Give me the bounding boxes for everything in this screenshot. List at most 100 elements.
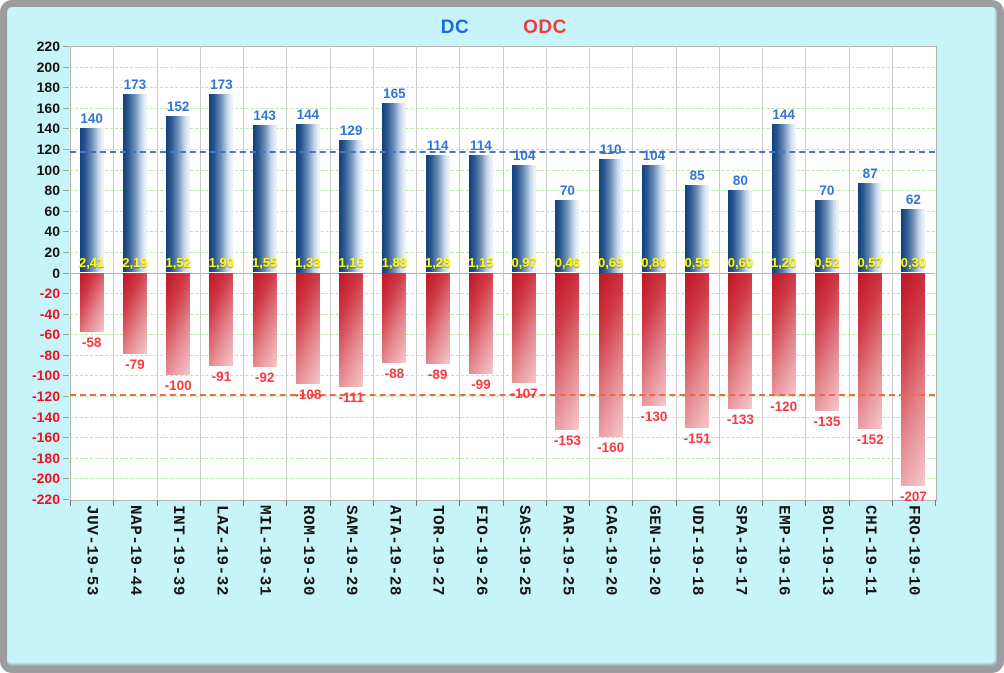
v-gridline	[545, 46, 547, 499]
dc-value-label: 85	[689, 167, 705, 183]
x-axis-label-text: TOR-19-27	[428, 505, 447, 596]
bar-odc	[771, 272, 796, 397]
y-axis-tick	[63, 293, 69, 295]
x-axis-tick	[632, 500, 634, 506]
bar-odc	[209, 272, 234, 367]
dc-value-label: 80	[732, 173, 748, 189]
y-axis-tick	[63, 457, 69, 459]
dc-value-label: 165	[383, 85, 406, 101]
x-axis-label: UDI-19-18	[676, 505, 719, 655]
x-axis-label-text: BOL-19-13	[817, 505, 836, 596]
x-axis-tick	[589, 500, 590, 506]
bar-dc	[598, 159, 623, 273]
ratio-label: 2,19	[122, 254, 148, 270]
y-axis-tick	[63, 46, 69, 47]
odc-value-label: -79	[125, 356, 145, 372]
ratio-label: 2,41	[78, 254, 105, 270]
x-axis-label-text: FRO-19-10	[904, 505, 923, 596]
x-axis-tick	[70, 500, 71, 506]
ratio-label: 1,20	[770, 254, 797, 270]
y-axis-tick	[63, 396, 69, 398]
dc-value-label: 144	[296, 107, 320, 123]
bar-dc	[555, 200, 580, 273]
v-gridline	[502, 46, 504, 499]
y-axis-tick-label: 100	[36, 161, 60, 178]
x-axis-tick	[502, 500, 504, 506]
y-axis-tick-label: -40	[39, 305, 60, 322]
dc-value-label: 152	[166, 99, 190, 114]
v-gridline	[113, 46, 115, 499]
x-axis-label: JUV-19-53	[70, 505, 113, 655]
bar-dc	[339, 139, 364, 273]
bar-dc	[512, 165, 537, 273]
odc-value-label: -107	[510, 385, 538, 401]
ratio-label: 0,52	[814, 254, 840, 270]
ratio-label: 0,97	[511, 254, 537, 270]
y-axis-tick-label: -20	[39, 285, 60, 302]
dc-value-label: 114	[469, 138, 492, 154]
odc-value-label: -151	[683, 430, 711, 446]
y-axis-tick-label: 180	[36, 79, 60, 96]
x-axis-label: CHI-19-11	[849, 505, 892, 655]
x-axis-label-text: UDI-19-18	[688, 505, 707, 596]
x-axis-label-text: NAP-19-44	[125, 505, 144, 596]
y-axis-tick-label: -60	[39, 326, 60, 343]
v-gridline	[675, 46, 677, 499]
v-gridline	[632, 46, 634, 499]
dc-value-label: 129	[339, 122, 363, 138]
y-axis-tick	[63, 87, 69, 89]
bar-dc	[901, 208, 926, 273]
x-axis-label-text: INT-19-39	[169, 505, 188, 596]
x-axis-label-text: EMP-19-16	[774, 505, 793, 596]
y-axis-tick	[63, 190, 69, 192]
y-axis-tick-label: 0	[52, 264, 60, 281]
bar-odc	[79, 272, 104, 333]
bar-odc	[382, 272, 407, 364]
x-axis-label-text: PAR-19-25	[558, 505, 577, 596]
y-axis-tick-label: 160	[36, 99, 60, 116]
dc-value-label: 114	[426, 138, 449, 154]
legend-dc-label: DC	[440, 17, 470, 38]
dc-value-label: 140	[80, 111, 103, 127]
y-axis-tick	[63, 148, 69, 150]
v-gridline	[243, 46, 244, 499]
v-gridline	[589, 46, 590, 499]
dc-value-label: 173	[210, 77, 233, 93]
y-axis-tick	[63, 478, 69, 480]
ratio-label: 1,88	[381, 254, 408, 270]
x-axis-tick	[113, 500, 115, 506]
y-axis-tick-label: -100	[31, 367, 60, 384]
dc-value-label: 104	[512, 148, 536, 164]
x-axis-tick	[805, 500, 807, 506]
x-axis-label: SPA-19-17	[719, 505, 762, 655]
y-axis-tick-label: -80	[39, 346, 60, 363]
v-gridline	[805, 46, 807, 499]
v-gridline	[286, 46, 288, 499]
y-axis-tick-label: -160	[31, 429, 60, 446]
bar-dc	[122, 94, 147, 273]
bar-dc	[166, 116, 191, 273]
x-axis-label: INT-19-39	[157, 505, 200, 655]
y-axis-tick-label: 140	[36, 120, 60, 137]
bar-odc	[858, 272, 883, 429]
x-axis-tick	[935, 500, 936, 506]
x-axis-tick	[243, 500, 244, 506]
v-gridline	[718, 46, 720, 499]
dc-value-label: 104	[642, 148, 666, 164]
x-axis-label-text: CAG-19-20	[601, 505, 620, 596]
ratio-label: 1,90	[208, 254, 235, 270]
ref-line-odc	[70, 393, 935, 396]
x-axis-label: NAP-19-44	[113, 505, 156, 655]
odc-value-label: -135	[813, 414, 841, 430]
x-axis-label-text: SPA-19-17	[731, 505, 750, 596]
v-gridline	[459, 46, 461, 499]
bar-odc	[598, 272, 623, 438]
v-gridline	[848, 46, 850, 499]
odc-value-label: -133	[726, 412, 754, 428]
bar-odc	[512, 272, 537, 383]
bar-dc	[468, 155, 493, 273]
x-axis-tick	[156, 500, 158, 506]
x-axis-tick	[416, 500, 417, 506]
bar-dc	[685, 184, 710, 273]
x-axis-tick	[372, 500, 374, 506]
